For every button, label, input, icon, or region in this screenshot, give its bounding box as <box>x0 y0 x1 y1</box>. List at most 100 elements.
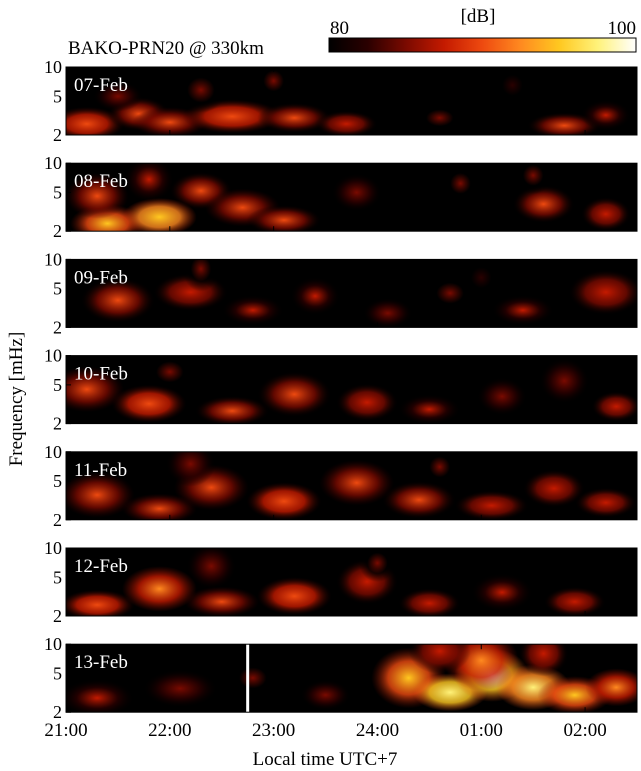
panel-13-feb: 13-Feb 2 5 10 <box>44 634 638 722</box>
x-tick-label: 22:00 <box>148 720 191 741</box>
panel-11-feb: 11-Feb 2 5 10 <box>44 442 638 530</box>
heatmap-cell <box>182 259 220 292</box>
heatmap-cell <box>518 644 569 677</box>
heatmap-cell <box>66 472 135 518</box>
heatmap-cells <box>66 548 606 616</box>
heatmap-cell <box>300 679 351 711</box>
y-axis-label: Frequency [mHz] <box>6 332 27 467</box>
heatmap-cell <box>470 573 534 612</box>
heatmap-cell <box>398 394 461 424</box>
heatmap-cell <box>66 366 125 413</box>
heatmap-cells <box>66 451 637 520</box>
heatmap-cells <box>80 259 637 328</box>
panel-date-label: 10-Feb <box>74 364 128 385</box>
heatmap-cell <box>257 577 332 616</box>
heatmap-cell <box>290 277 341 316</box>
heatmap-cell <box>408 644 471 674</box>
heatmap-cell <box>186 548 237 590</box>
panel-frame <box>65 258 638 328</box>
x-tick-label: 23:00 <box>252 720 295 741</box>
heatmap-cells <box>66 163 631 232</box>
heatmap-cell <box>591 391 637 422</box>
panel-date-label: 07-Feb <box>74 75 128 96</box>
y-tick-label: 2 <box>53 221 62 241</box>
x-axis-label: Local time UTC+7 <box>253 749 398 770</box>
y-tick-label: 2 <box>53 414 62 434</box>
panel-frame <box>65 162 638 232</box>
colorbar-min-label: 80 <box>330 18 349 39</box>
panel-frame <box>65 643 638 713</box>
heatmap-cell <box>124 163 174 203</box>
y-tick-label: 10 <box>44 57 62 77</box>
panel-08-feb: 08-Feb 2 5 10 <box>44 153 638 241</box>
y-tick-label: 2 <box>53 317 62 337</box>
y-tick-label: 10 <box>44 442 62 462</box>
heatmap-cell <box>246 482 322 520</box>
panel-date-label: 08-Feb <box>74 171 128 192</box>
heatmap-cells <box>66 644 637 713</box>
panel-07-feb: 07-Feb 2 5 10 <box>44 57 638 145</box>
heatmap-cell <box>421 451 459 486</box>
heatmap-cell <box>315 110 378 135</box>
heatmap-cell <box>335 383 399 422</box>
heatmap-cell <box>165 451 216 487</box>
heatmap-cell <box>257 102 332 134</box>
panel-date-label: 12-Feb <box>74 556 128 577</box>
y-tick-label: 2 <box>53 510 62 530</box>
heatmap-cell <box>462 259 500 297</box>
heatmap-cell <box>227 658 278 697</box>
y-tick-label: 5 <box>53 375 62 395</box>
panel-frame <box>65 355 638 425</box>
panel-09-feb: 09-Feb 2 5 10 <box>44 249 638 337</box>
y-tick-label: 10 <box>44 153 62 173</box>
heatmap-cell <box>522 469 586 508</box>
heatmap-cell <box>574 487 637 518</box>
colorbar <box>328 37 637 53</box>
y-tick-label: 5 <box>53 86 62 106</box>
y-tick-label: 5 <box>53 279 62 299</box>
heatmap-cell <box>414 102 465 134</box>
y-tick-label: 10 <box>44 249 62 269</box>
panel-12-feb: 12-Feb 2 5 10 <box>44 538 638 626</box>
heatmap-cell <box>568 269 637 316</box>
heatmap-cell <box>454 490 530 520</box>
heatmap-cell <box>381 480 457 519</box>
y-tick-label: 10 <box>44 634 62 654</box>
heatmap-cell <box>142 669 218 708</box>
heatmap-cell <box>66 173 129 219</box>
panel-frame <box>65 451 638 521</box>
panel-date-label: 09-Feb <box>74 267 128 288</box>
heatmap-cell <box>122 197 197 232</box>
heatmap-cell <box>66 678 135 713</box>
chart-title: BAKO-PRN20 @ 330km <box>68 38 264 59</box>
x-tick-label: 02:00 <box>563 720 606 741</box>
panel-frame <box>65 547 638 617</box>
heatmap-cell <box>80 277 156 324</box>
heatmap-cell <box>122 566 197 612</box>
heatmap-cell <box>514 163 552 195</box>
y-tick-label: 2 <box>53 606 62 626</box>
heatmap-cell <box>184 586 260 616</box>
colorbar-unit-label: [dB] <box>461 6 496 27</box>
heatmap-cell <box>111 384 187 423</box>
x-axis: 21:00 22:00 23:00 24:00 01:00 02:00 <box>44 720 606 741</box>
heatmap-cell <box>246 204 322 232</box>
heatmap-cell <box>66 589 135 616</box>
y-tick-label: 2 <box>53 125 62 145</box>
heatmap-cell <box>257 371 332 418</box>
heatmap-cell <box>477 377 527 416</box>
y-tick-label: 2 <box>53 702 62 722</box>
heatmap-cell <box>580 99 631 131</box>
panel-10-feb: 10-Feb 2 5 10 <box>44 346 638 434</box>
heatmap-cell <box>491 295 554 326</box>
heatmap-cell <box>176 67 226 113</box>
heatmap-cell <box>362 297 413 328</box>
heatmap-cell <box>539 358 590 404</box>
heatmap-cell <box>441 164 480 203</box>
heatmap-cell <box>319 459 395 506</box>
y-tick-label: 5 <box>53 663 62 683</box>
heatmap-cell <box>194 395 270 424</box>
heatmap-cell <box>221 295 285 326</box>
panel-frame <box>65 66 638 136</box>
